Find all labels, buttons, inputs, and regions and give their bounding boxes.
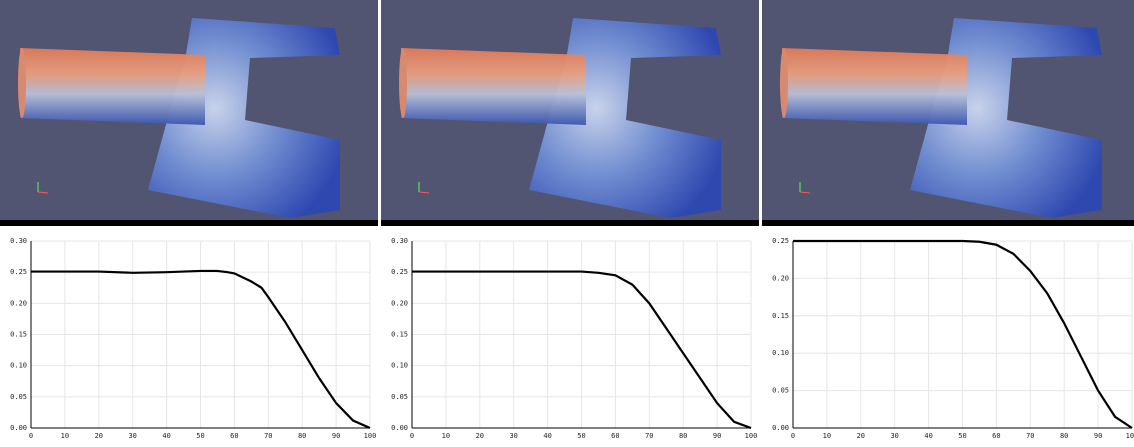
x-tick-label: 80 [679, 432, 687, 440]
x-tick-label: 30 [890, 432, 898, 440]
y-tick-label: 0.20 [391, 299, 408, 307]
x-tick-label: 0 [791, 432, 795, 440]
y-tick-label: 0.05 [772, 387, 789, 395]
figure: 0.00 0.05 0.10 0.15 0.20 0.25 0.30 0 10 20 30 40 50 6… [0, 0, 1134, 443]
y-tick-label: 0.05 [391, 393, 408, 401]
y-tick-label: 0.05 [10, 393, 27, 401]
x-tick-label: 70 [264, 432, 272, 440]
y-tick-label: 0.10 [772, 349, 789, 357]
y-tick-label: 0.00 [391, 424, 408, 432]
page: {"chart_data": [ {"type": "line", "color… [0, 0, 1134, 443]
y-tick-label: 0.20 [10, 299, 27, 307]
y-tick-label: 0.25 [391, 268, 408, 276]
x-tick-label: 10 [442, 432, 450, 440]
x-tick-label: 20 [476, 432, 484, 440]
y-tick-label: 0.25 [772, 237, 789, 245]
x-tick-label: 20 [95, 432, 103, 440]
x-tick-label: 0 [410, 432, 414, 440]
x-tick-label: 50 [958, 432, 966, 440]
x-tick-label: 100 [1126, 432, 1134, 440]
x-tick-label: 80 [1060, 432, 1068, 440]
y-tick-label: 0.10 [10, 362, 27, 370]
y-tick-label: 0.15 [10, 331, 27, 339]
y-tick-label: 0.10 [391, 362, 408, 370]
x-tick-label: 70 [1026, 432, 1034, 440]
x-tick-label: 50 [196, 432, 204, 440]
y-tick-label: 0.25 [10, 268, 27, 276]
x-tick-label: 40 [543, 432, 551, 440]
y-tick-label: 0.30 [391, 237, 408, 245]
x-tick-label: 100 [745, 432, 758, 440]
x-tick-label: 30 [128, 432, 136, 440]
x-tick-label: 70 [645, 432, 653, 440]
y-tick-label: 0.00 [772, 424, 789, 432]
x-tick-label: 90 [713, 432, 721, 440]
x-tick-label: 60 [230, 432, 238, 440]
x-tick-label: 20 [857, 432, 865, 440]
render-view [762, 0, 1134, 226]
y-tick-label: 0.20 [772, 274, 789, 282]
x-tick-label: 90 [332, 432, 340, 440]
render-view [0, 0, 378, 226]
y-tick-label: 0.00 [10, 424, 27, 432]
x-tick-label: 10 [61, 432, 69, 440]
render-view [381, 0, 759, 226]
x-tick-label: 60 [992, 432, 1000, 440]
x-tick-label: 30 [509, 432, 517, 440]
x-tick-label: 0 [29, 432, 33, 440]
y-tick-label: 0.15 [772, 312, 789, 320]
x-tick-label: 50 [577, 432, 585, 440]
x-tick-label: 100 [364, 432, 377, 440]
x-tick-label: 40 [162, 432, 170, 440]
y-tick-label: 0.15 [391, 331, 408, 339]
x-tick-label: 90 [1094, 432, 1102, 440]
y-tick-label: 0.30 [10, 237, 27, 245]
x-tick-label: 40 [924, 432, 932, 440]
x-tick-label: 60 [611, 432, 619, 440]
x-tick-label: 10 [823, 432, 831, 440]
x-tick-label: 80 [298, 432, 306, 440]
